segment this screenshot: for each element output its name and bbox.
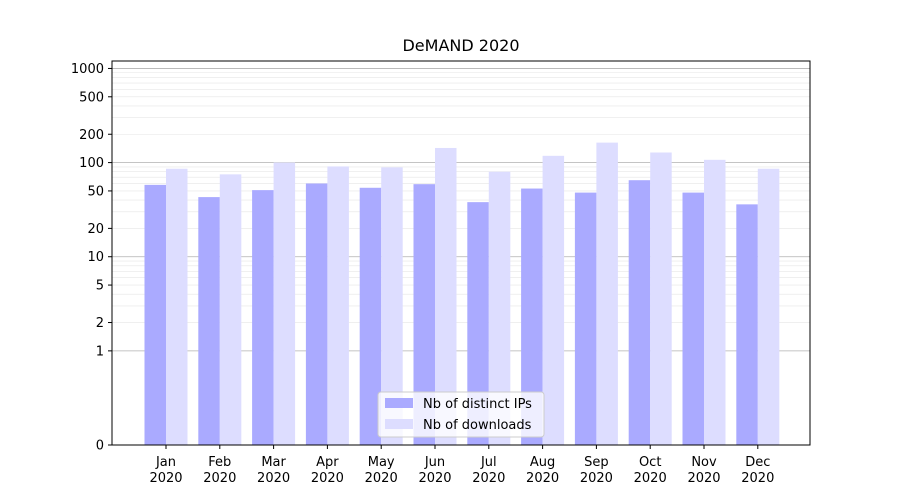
y-tick-label: 5	[96, 279, 104, 294]
y-tick-label: 1000	[71, 62, 104, 77]
bar-downloads	[488, 171, 511, 445]
y-tick-label: 200	[79, 128, 104, 143]
x-tick-label-month: Mar	[261, 455, 286, 470]
chart-title: DeMAND 2020	[402, 36, 519, 55]
y-tick-label: 1	[96, 344, 104, 359]
y-tick-label: 20	[87, 222, 104, 237]
x-tick-label-year: 2020	[687, 471, 720, 486]
legend: Nb of distinct IPs Nb of downloads	[377, 391, 545, 438]
x-axis: Jan2020Feb2020Mar2020Apr2020May2020Jun20…	[149, 445, 774, 486]
x-tick-label-year: 2020	[580, 471, 613, 486]
y-tick-label: 100	[79, 156, 104, 171]
bar-downloads	[166, 168, 188, 445]
legend-swatch	[385, 398, 413, 408]
y-tick-label: 2	[96, 316, 104, 331]
x-tick-label-month: Jan	[155, 455, 176, 470]
y-tick-label: 500	[79, 90, 104, 105]
x-tick-label-month: May	[368, 455, 395, 470]
bar-downloads	[542, 155, 565, 445]
x-tick-label-month: Feb	[208, 455, 231, 470]
y-tick-label: 50	[87, 184, 104, 199]
bar-distinct-ips	[736, 204, 758, 445]
bar-downloads	[327, 166, 349, 445]
x-tick-label-month: Oct	[639, 455, 661, 470]
x-tick-label-year: 2020	[741, 471, 774, 486]
legend-label: Nb of distinct IPs	[423, 397, 532, 412]
x-tick-label-year: 2020	[149, 471, 182, 486]
bar-downloads	[650, 152, 672, 445]
bar-downloads	[596, 142, 618, 445]
x-tick-label-year: 2020	[365, 471, 398, 486]
bar-downloads	[219, 174, 242, 445]
x-tick-label-year: 2020	[257, 471, 290, 486]
bar-distinct-ips	[198, 197, 220, 445]
y-axis: 0 1 2 5 10 20 50 100 200 500 1000	[71, 62, 112, 454]
bar-distinct-ips	[574, 192, 597, 445]
y-tick-label: 0	[96, 439, 104, 454]
bar-downloads	[381, 167, 403, 446]
bar-downloads	[757, 168, 780, 445]
x-tick-label-month: Jul	[480, 455, 497, 470]
x-tick-label-month: Aug	[530, 455, 555, 470]
bar-downloads	[435, 147, 457, 445]
x-tick-label-year: 2020	[203, 471, 236, 486]
x-tick-label-year: 2020	[311, 471, 344, 486]
x-tick-label-year: 2020	[526, 471, 559, 486]
x-tick-label-year: 2020	[472, 471, 505, 486]
bar-distinct-ips	[467, 202, 489, 445]
bar-distinct-ips	[521, 188, 543, 446]
x-tick-label-month: Nov	[691, 455, 717, 470]
bar-distinct-ips	[359, 187, 382, 445]
legend-label: Nb of downloads	[423, 418, 532, 433]
x-tick-label-month: Dec	[745, 455, 770, 470]
x-tick-label-month: Apr	[316, 455, 339, 470]
bar-downloads	[273, 162, 296, 445]
legend-swatch	[385, 419, 413, 429]
bars	[144, 142, 780, 446]
bar-distinct-ips	[144, 184, 166, 445]
bar-distinct-ips	[252, 190, 274, 445]
y-tick-label: 10	[87, 250, 104, 265]
legend-box	[377, 391, 545, 438]
x-tick-label-month: Sep	[584, 455, 609, 470]
x-tick-label-year: 2020	[418, 471, 451, 486]
bar-distinct-ips	[305, 183, 328, 445]
x-tick-label-month: Jun	[424, 455, 445, 470]
x-tick-label-year: 2020	[634, 471, 667, 486]
bar-downloads	[704, 159, 726, 446]
bar-distinct-ips	[628, 180, 651, 445]
bar-distinct-ips	[682, 192, 704, 445]
bar-distinct-ips	[413, 184, 435, 445]
plot-frame	[111, 60, 811, 446]
